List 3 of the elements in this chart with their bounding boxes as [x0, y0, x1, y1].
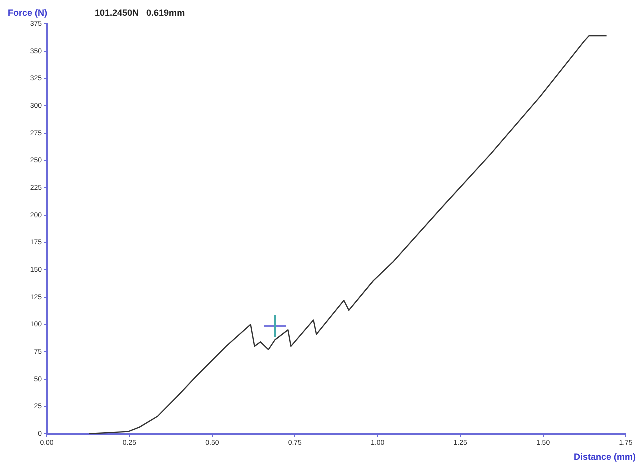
chart-title: 101.2450N 0.619mm	[95, 8, 186, 18]
y-axis-title: Force (N)	[8, 8, 48, 18]
x-axis-title: Distance (mm)	[574, 452, 636, 462]
